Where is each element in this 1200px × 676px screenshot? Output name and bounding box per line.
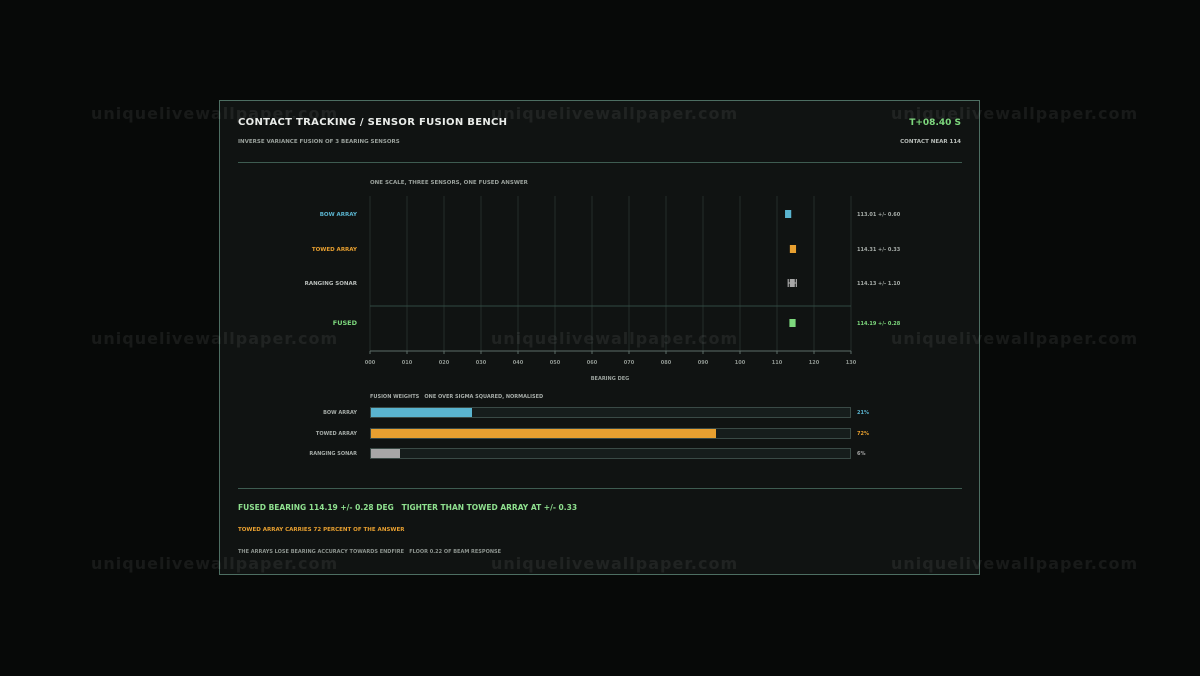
x-tick-label: 050: [550, 360, 561, 366]
page-subtitle: INVERSE VARIANCE FUSION OF 3 BEARING SEN…: [238, 139, 400, 145]
weight-label: RANGING SONAR: [309, 451, 357, 457]
x-tick-label: 080: [661, 360, 672, 366]
x-tick-label: 070: [624, 360, 635, 366]
x-tick-label: 130: [846, 360, 857, 366]
x-axis-label: BEARING DEG: [591, 376, 630, 382]
series-label: TOWED ARRAY: [312, 247, 358, 253]
contact-readout: CONTACT NEAR 114: [900, 139, 961, 145]
chart-rows: BOW ARRAY 113.01 +/- 0.60 TOWED ARRAY 114.3…: [305, 210, 901, 327]
x-axis: 000 010 020 030 040 050 060 070 080 090 100 110 120 1…: [365, 350, 857, 366]
mission-clock: T+08.40 S: [909, 118, 961, 128]
fusion-bench-panel: CONTACT TRACKING / SENSOR FUSION BENCH T…: [219, 100, 980, 575]
x-tick-label: 090: [698, 360, 709, 366]
watermark: uniquelivewallpaper.com: [891, 554, 1139, 573]
towed-share-summary: TOWED ARRAY CARRIES 72 PERCENT OF THE AN…: [238, 527, 405, 533]
x-tick-label: 000: [365, 360, 376, 366]
watermark: uniquelivewallpaper.com: [491, 554, 739, 573]
x-tick-label: 020: [439, 360, 450, 366]
weight-bar-fill: [371, 408, 472, 417]
x-tick-label: 110: [772, 360, 783, 366]
data-point: [789, 279, 795, 287]
weight-percent: 21%: [857, 410, 869, 416]
data-point: [785, 210, 791, 218]
x-tick-label: 040: [513, 360, 524, 366]
chart-title: ONE SCALE, THREE SENSORS, ONE FUSED ANSW…: [370, 180, 529, 186]
x-tick-label: 010: [402, 360, 413, 366]
series-label: RANGING SONAR: [305, 281, 358, 287]
watermark: uniquelivewallpaper.com: [91, 329, 339, 348]
series-label: BOW ARRAY: [320, 212, 358, 218]
chart-grid: [369, 196, 852, 351]
series-readout: 114.13 +/- 1.10: [857, 281, 901, 287]
watermark: uniquelivewallpaper.com: [491, 104, 739, 123]
data-point: [790, 319, 796, 327]
weight-bar: [370, 428, 851, 439]
watermark: uniquelivewallpaper.com: [91, 104, 339, 123]
x-tick-label: 060: [587, 360, 598, 366]
weight-percent: 72%: [857, 431, 869, 437]
weight-bar: [370, 407, 851, 418]
watermark: uniquelivewallpaper.com: [491, 329, 739, 348]
fused-bearing-summary: FUSED BEARING 114.19 +/- 0.28 DEG TIGHTE…: [238, 503, 578, 512]
watermark: uniquelivewallpaper.com: [891, 329, 1139, 348]
weight-label: BOW ARRAY: [323, 410, 357, 416]
data-point: [790, 245, 796, 253]
x-tick-label: 120: [809, 360, 820, 366]
weight-bar-fill: [371, 429, 716, 438]
series-readout: 114.19 +/- 0.28: [857, 321, 901, 327]
page-title: CONTACT TRACKING / SENSOR FUSION BENCH: [238, 117, 508, 128]
endfire-note: THE ARRAYS LOSE BEARING ACCURACY TOWARDS…: [238, 549, 502, 555]
x-tick-label: 030: [476, 360, 487, 366]
header-divider: [238, 162, 962, 163]
series-readout: 114.31 +/- 0.33: [857, 247, 901, 253]
weight-bar-fill: [371, 449, 400, 458]
weight-percent: 6%: [857, 451, 866, 457]
weights-title: FUSION WEIGHTS ONE OVER SIGMA SQUARED, N…: [370, 394, 544, 400]
series-label: FUSED: [333, 319, 358, 327]
watermark: uniquelivewallpaper.com: [91, 554, 339, 573]
series-readout: 113.01 +/- 0.60: [857, 212, 901, 218]
footer-divider: [238, 488, 962, 489]
x-tick-label: 100: [735, 360, 746, 366]
watermark: uniquelivewallpaper.com: [891, 104, 1139, 123]
weight-label: TOWED ARRAY: [315, 431, 357, 437]
bearing-chart: ONE SCALE, THREE SENSORS, ONE FUSED ANSW…: [305, 180, 901, 382]
weight-bar: [370, 448, 851, 459]
